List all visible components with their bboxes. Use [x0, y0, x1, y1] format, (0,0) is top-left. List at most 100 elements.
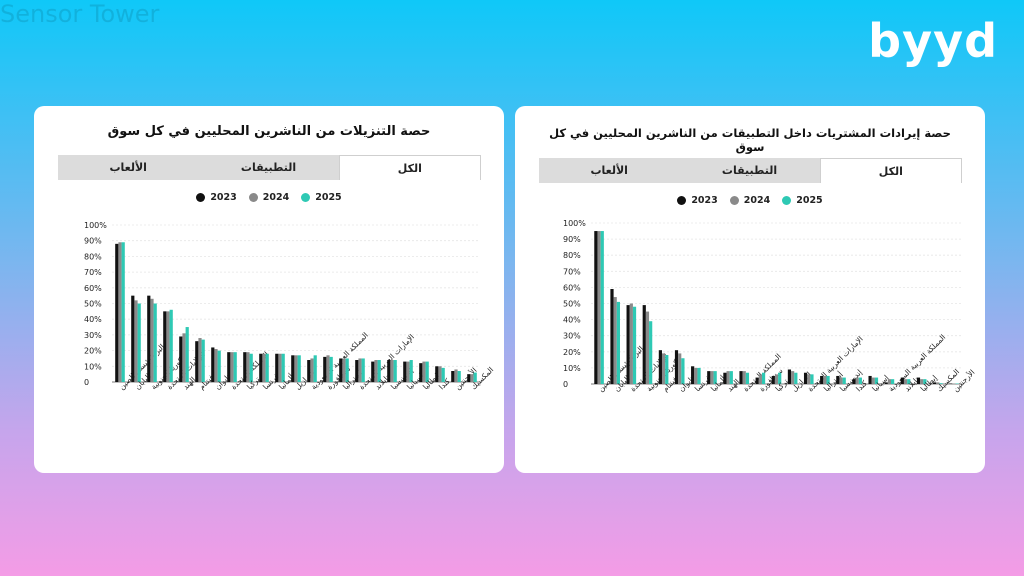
bar-2025	[794, 372, 798, 384]
bar-2024	[326, 355, 330, 382]
legend-label: 2024	[743, 195, 771, 206]
bar-2025	[249, 353, 253, 382]
bar-2023	[355, 360, 359, 382]
bar-2025	[201, 339, 205, 382]
bar-2025	[891, 379, 895, 384]
watermark-text: Sensor Tower	[0, 0, 160, 28]
bar-2024	[710, 371, 714, 384]
bar-2025	[313, 355, 317, 382]
revenue-bar-chart: 010%20%30%40%50%60%70%80%90%100%البر الر…	[563, 219, 977, 393]
bar-2025	[329, 356, 333, 382]
bar-2024	[758, 374, 762, 384]
bar-2023	[868, 375, 872, 384]
tab-apps[interactable]: التطبيقات	[721, 164, 778, 177]
y-tick-label: 70%	[563, 267, 581, 276]
bar-2025	[729, 371, 733, 384]
y-tick-label: 0	[563, 380, 568, 389]
bar-2023	[933, 382, 937, 384]
bar-2024	[310, 358, 314, 382]
legend-item-2025[interactable]: 2025	[301, 192, 342, 203]
bar-2025	[425, 361, 429, 382]
y-tick-label: 0	[84, 378, 89, 387]
bar-2023	[820, 375, 824, 384]
y-tick-label: 30%	[563, 332, 581, 341]
bar-2023	[771, 375, 775, 384]
bar-2023	[131, 295, 135, 382]
tab-games[interactable]: الألعاب	[109, 161, 147, 174]
bar-2023	[195, 341, 199, 382]
y-tick-label: 50%	[84, 300, 102, 309]
bar-2023	[787, 369, 792, 384]
bar-2023	[147, 295, 151, 382]
watermark-text: Sensor Tower	[0, 0, 160, 28]
legend-item-2023[interactable]: 2023	[196, 192, 237, 203]
y-tick-label: 60%	[563, 283, 581, 292]
bar-2024	[166, 311, 170, 382]
bar-2023	[755, 377, 759, 384]
legend-item-2025[interactable]: 2025	[782, 195, 823, 206]
brand-logo: byyd	[868, 14, 998, 68]
bar-2025	[265, 353, 269, 382]
y-tick-label: 40%	[563, 316, 581, 325]
bar-2025	[121, 242, 125, 382]
bar-2025	[345, 358, 349, 382]
bar-2025	[874, 377, 879, 384]
bar-2024	[342, 358, 346, 382]
bar-2023	[211, 347, 215, 382]
legend-swatch	[677, 196, 687, 205]
bar-2025	[137, 303, 141, 382]
bar-2023	[467, 374, 471, 382]
y-tick-label: 100%	[563, 219, 586, 228]
bar-2023	[916, 377, 921, 384]
tab-apps[interactable]: التطبيقات	[240, 161, 297, 174]
bar-2023	[115, 243, 119, 382]
tab-games[interactable]: الألعاب	[590, 164, 628, 177]
bar-2025	[377, 360, 381, 382]
bar-2025	[473, 372, 477, 382]
bar-2024	[629, 303, 633, 384]
bar-2023	[626, 305, 630, 384]
bar-2024	[278, 353, 282, 382]
legend-item-2023[interactable]: 2023	[677, 195, 718, 206]
bar-2023	[658, 350, 662, 384]
legend-swatch	[248, 193, 258, 202]
bar-2023	[642, 305, 646, 384]
bar-2025	[600, 231, 604, 384]
bar-2025	[761, 372, 766, 384]
bar-2023	[691, 366, 695, 384]
y-tick-label: 40%	[84, 315, 102, 324]
bar-2023	[259, 353, 263, 382]
tab-all[interactable]: الكل	[819, 158, 962, 183]
bar-2024	[262, 353, 266, 382]
bar-2024	[198, 338, 202, 382]
legend-swatch	[301, 193, 311, 202]
legend-item-2024[interactable]: 2024	[729, 195, 771, 206]
downloads-bar-chart: 010%20%30%40%50%60%70%80%90%100%البر الر…	[84, 221, 495, 391]
bar-2024	[246, 352, 250, 382]
bar-2025	[153, 303, 157, 382]
bar-2024	[454, 369, 458, 382]
bar-2024	[230, 352, 234, 382]
bar-2025	[778, 372, 782, 384]
legend-label: 2023	[691, 195, 718, 206]
bar-2025	[217, 350, 221, 382]
bar-2024	[374, 360, 378, 382]
bar-2025	[393, 360, 397, 382]
bar-2025	[361, 358, 365, 382]
bar-2023	[291, 355, 295, 382]
legend-swatch	[196, 193, 206, 202]
bar-2023	[227, 352, 231, 382]
legend-item-2024[interactable]: 2024	[248, 192, 289, 203]
bar-2024	[406, 361, 410, 382]
revenue-chart-card: حصة إيرادات المشتريات داخل التطبيقات من …	[515, 106, 985, 473]
y-tick-label: 80%	[563, 251, 581, 260]
bar-2023	[739, 371, 743, 384]
tab-all[interactable]: الكل	[338, 155, 481, 180]
bar-2023	[387, 360, 391, 382]
bar-2025	[939, 383, 943, 384]
bar-2023	[371, 361, 375, 382]
bar-2024	[678, 353, 682, 384]
bar-2023	[163, 311, 167, 382]
bar-2024	[470, 374, 474, 382]
bar-2023	[339, 358, 343, 382]
